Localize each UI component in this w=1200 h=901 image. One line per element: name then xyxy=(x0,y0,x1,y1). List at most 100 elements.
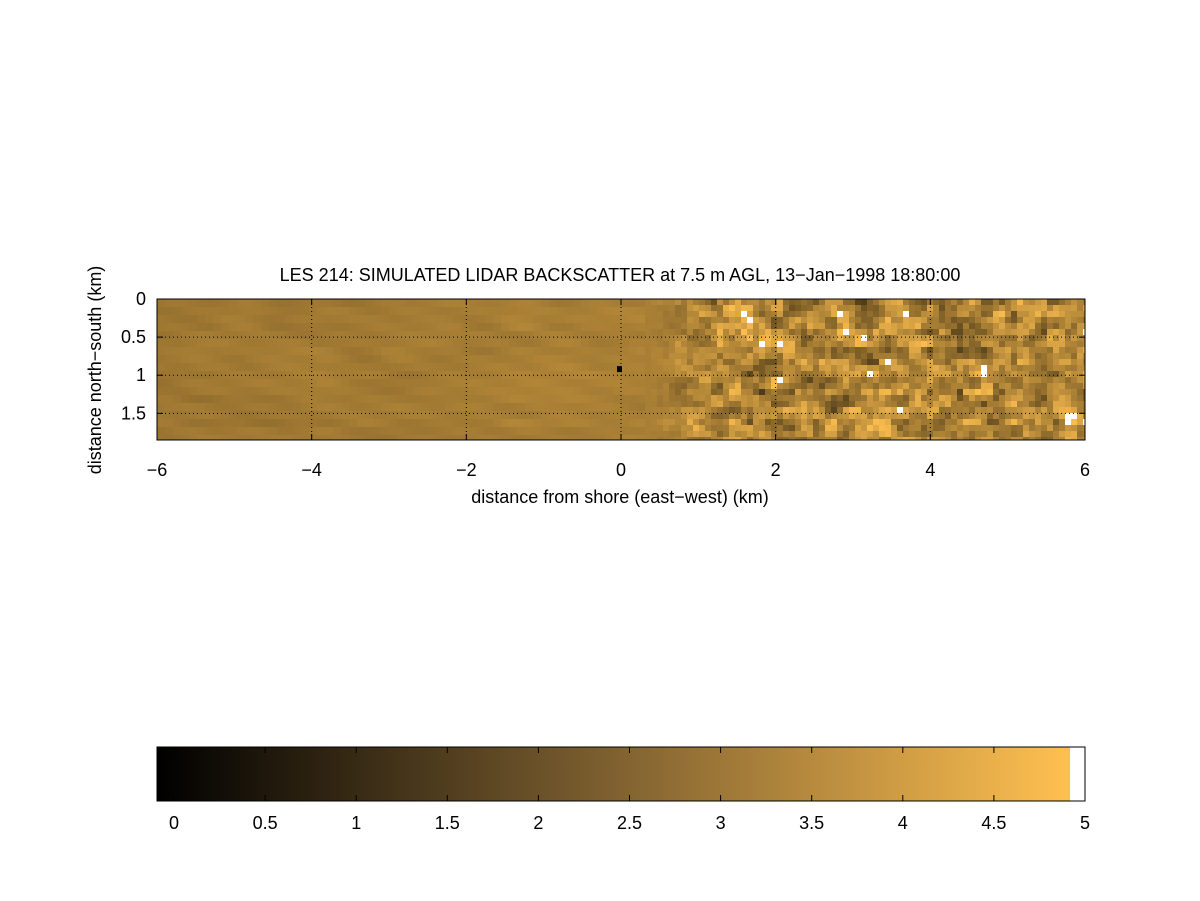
heatmap-cell xyxy=(945,353,952,360)
heatmap-cell xyxy=(981,359,988,366)
heatmap-cell xyxy=(1005,329,1012,336)
heatmap-cell xyxy=(975,419,982,426)
heatmap-cell xyxy=(485,427,494,436)
heatmap-cell xyxy=(397,339,406,348)
colorbar-tick-label: 2.5 xyxy=(617,813,642,833)
heatmap-cell xyxy=(945,431,952,438)
heatmap-cell xyxy=(373,347,382,356)
heatmap-cell xyxy=(873,407,880,414)
heatmap-cell xyxy=(621,363,630,372)
heatmap-cell xyxy=(397,363,406,372)
heatmap-cell xyxy=(711,389,718,396)
heatmap-cell xyxy=(1053,335,1060,342)
heatmap-cell xyxy=(421,347,430,356)
heatmap-cell xyxy=(613,339,622,348)
heatmap-cell xyxy=(173,411,182,420)
heatmap-cell xyxy=(873,437,880,441)
heatmap-cell xyxy=(891,425,898,432)
heatmap-cell xyxy=(341,347,350,356)
heatmap-cell xyxy=(855,419,862,426)
heatmap-cell xyxy=(705,305,712,312)
heatmap-cell xyxy=(517,403,526,412)
heatmap-cell xyxy=(389,315,398,324)
heatmap-cell xyxy=(885,359,892,366)
heatmap-cell xyxy=(1047,323,1054,330)
heatmap-cell xyxy=(1053,431,1060,438)
heatmap-cell xyxy=(939,365,946,372)
heatmap-cell xyxy=(157,323,166,332)
heatmap-cell xyxy=(801,341,808,348)
heatmap-cell xyxy=(771,419,778,426)
heatmap-cell xyxy=(657,329,664,336)
heatmap-cell xyxy=(397,307,406,316)
heatmap-cell xyxy=(993,311,1000,318)
heatmap-cell xyxy=(951,317,958,324)
heatmap-cell xyxy=(477,355,486,364)
heatmap-cell xyxy=(651,299,658,306)
heatmap-cell xyxy=(969,359,976,366)
heatmap-cell xyxy=(341,411,350,420)
heatmap-cell xyxy=(381,411,390,420)
heatmap-cell xyxy=(927,347,934,354)
heatmap-cell xyxy=(831,305,838,312)
heatmap-cell xyxy=(501,395,510,404)
heatmap-cell xyxy=(637,315,646,324)
heatmap-cell xyxy=(349,363,358,372)
heatmap-cell xyxy=(581,363,590,372)
heatmap-cell xyxy=(711,347,718,354)
heatmap-cell xyxy=(629,315,638,324)
heatmap-cell xyxy=(1011,353,1018,360)
heatmap-cell xyxy=(957,401,964,408)
heatmap-cell xyxy=(819,395,826,402)
heatmap-cell xyxy=(405,387,414,396)
heatmap-cell xyxy=(969,323,976,330)
heatmap-cell xyxy=(405,323,414,332)
heatmap-cell xyxy=(605,339,614,348)
heatmap-cell xyxy=(333,315,342,324)
heatmap-cell xyxy=(681,311,688,318)
heatmap-cell xyxy=(645,335,652,342)
heatmap-cell xyxy=(975,299,982,306)
heatmap-cell xyxy=(921,359,928,366)
heatmap-cell xyxy=(855,317,862,324)
heatmap-cell xyxy=(795,419,802,426)
heatmap-cell xyxy=(753,383,760,390)
heatmap-cell xyxy=(921,317,928,324)
heatmap-cell xyxy=(173,363,182,372)
heatmap-cell xyxy=(975,413,982,420)
heatmap-cell xyxy=(753,425,760,432)
heatmap-cell xyxy=(325,411,334,420)
heatmap-cell xyxy=(445,299,454,308)
heatmap-cell xyxy=(269,363,278,372)
heatmap-cell xyxy=(651,311,658,318)
heatmap-cell xyxy=(933,365,940,372)
heatmap-cell xyxy=(951,371,958,378)
heatmap-cell xyxy=(999,389,1006,396)
heatmap-cell xyxy=(693,371,700,378)
heatmap-cell xyxy=(933,395,940,402)
heatmap-cell xyxy=(861,425,868,432)
heatmap-cell xyxy=(699,419,706,426)
heatmap-cell xyxy=(493,355,502,364)
heatmap-cell xyxy=(903,389,910,396)
heatmap-cell xyxy=(801,389,808,396)
heatmap-cell xyxy=(309,395,318,404)
heatmap-cell xyxy=(613,347,622,356)
heatmap-cell xyxy=(699,395,706,402)
heatmap-cell xyxy=(301,355,310,364)
heatmap-cell xyxy=(981,341,988,348)
heatmap-cell xyxy=(1047,341,1054,348)
heatmap-cell xyxy=(1005,383,1012,390)
heatmap-cell xyxy=(945,311,952,318)
heatmap-cell xyxy=(723,419,730,426)
heatmap-cell xyxy=(645,377,652,384)
heatmap-cell xyxy=(429,307,438,316)
heatmap-cell xyxy=(1005,365,1012,372)
heatmap-cell xyxy=(509,339,518,348)
heatmap-cell xyxy=(581,307,590,316)
heatmap-cell xyxy=(933,437,940,441)
heatmap-cell xyxy=(849,323,856,330)
heatmap-cell xyxy=(589,403,598,412)
heatmap-cell xyxy=(1005,347,1012,354)
heatmap-cell xyxy=(717,329,724,336)
